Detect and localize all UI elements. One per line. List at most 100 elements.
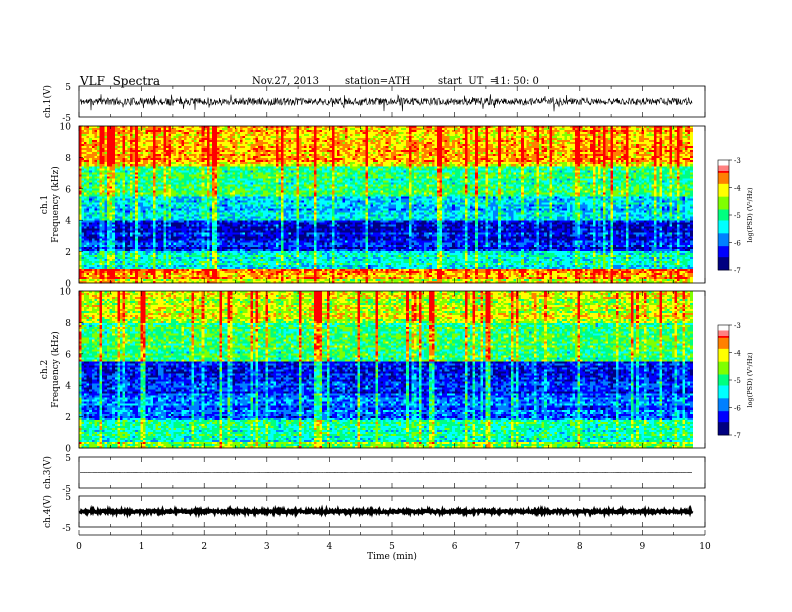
spectrogram-cell: [569, 126, 573, 129]
spectrogram-cell: [321, 142, 325, 145]
spectrogram-cell: [311, 136, 315, 139]
spectrogram-cell: [165, 142, 169, 145]
spectrogram-cell: [255, 156, 259, 159]
spectrogram-cell: [199, 160, 202, 163]
spectrogram-cell: [467, 150, 471, 153]
spectrogram-cell: [626, 150, 629, 153]
spectrogram-cell: [188, 128, 192, 131]
spectrogram-cell: [344, 144, 348, 147]
spectrogram-cell: [651, 156, 655, 159]
spectrogram-cell: [459, 140, 463, 143]
spectrogram-cell: [117, 134, 121, 137]
spectrogram-cell: [367, 130, 371, 133]
spectrogram-cell: [408, 160, 412, 163]
spectrogram-cell: [628, 154, 632, 157]
spectrogram-cell: [298, 146, 302, 149]
spectrogram-cell: [398, 146, 402, 149]
spectrogram-cell: [597, 134, 601, 137]
spectrogram-cell: [291, 136, 295, 139]
spectrogram-cell: [600, 146, 604, 149]
spectrogram-cell: [314, 132, 318, 135]
spectrogram-cell: [449, 164, 453, 167]
spectrogram-cell: [148, 160, 151, 163]
spectrogram-cell: [296, 130, 300, 133]
spectrogram-cell: [495, 142, 499, 145]
spectrogram-cell: [362, 138, 366, 141]
spectrogram-cell: [319, 154, 323, 157]
spectrogram-cell: [493, 158, 496, 161]
spectrogram-cell: [418, 162, 422, 165]
spectrogram-cell: [163, 150, 167, 153]
spectrogram-cell: [232, 132, 236, 135]
spectrogram-cell: [618, 126, 622, 129]
spectrogram-cell: [240, 140, 243, 143]
spectrogram-cell: [291, 160, 295, 163]
spectrogram-cell: [145, 126, 149, 129]
spectrogram-cell: [89, 142, 93, 145]
spectrogram-cell: [666, 150, 670, 153]
spectrogram-cell: [260, 144, 264, 147]
spectrogram-cell: [255, 132, 259, 135]
spectrogram-cell: [403, 146, 407, 149]
spectrogram-cell: [618, 138, 622, 141]
spectrogram-cell: [214, 166, 218, 169]
spectrogram-cell: [526, 130, 530, 133]
spectrogram-cell: [505, 156, 509, 159]
spectrogram-cell: [319, 164, 323, 167]
spectrogram-cell: [559, 146, 563, 149]
spectrogram-cell: [541, 148, 545, 151]
spectrogram-cell: [661, 154, 665, 157]
spectrogram-cell: [424, 152, 427, 155]
spectrogram-cell: [500, 164, 504, 167]
spectrogram-cell: [557, 156, 560, 159]
spectrogram-cell: [81, 142, 85, 145]
spectrogram-cell: [544, 164, 548, 167]
spectrogram-cell: [539, 140, 542, 143]
spectrogram-cell: [140, 158, 144, 161]
spectrogram-cell: [521, 160, 525, 163]
spectrogram-cell: [112, 130, 116, 133]
spectrogram-cell: [398, 140, 402, 143]
spectrogram-cell: [370, 158, 374, 161]
spectrogram-cell: [214, 152, 218, 155]
spectrogram-cell: [270, 162, 274, 165]
spectrogram-cell: [135, 156, 139, 159]
spectrogram-cell: [301, 138, 305, 141]
spectrogram-cell: [268, 134, 272, 137]
spectrogram-cell: [360, 146, 364, 149]
spectrogram-cell: [360, 132, 364, 135]
spectrogram-cell: [643, 160, 647, 163]
spectrogram-cell: [401, 128, 404, 131]
spectrogram-cell: [421, 152, 425, 155]
spectrogram-cell: [237, 156, 241, 159]
spectrogram-cell: [447, 126, 450, 129]
spectrogram-cell: [334, 152, 338, 155]
spectrogram-cell: [590, 160, 594, 163]
spectrogram-cell: [449, 130, 453, 133]
spectrogram-cell: [526, 144, 530, 147]
spectrogram-cell: [672, 130, 675, 133]
spectrogram-cell: [651, 158, 655, 161]
spectrogram-cell: [270, 130, 274, 133]
spectrogram-cell: [234, 164, 238, 167]
spectrogram-cell: [490, 152, 494, 155]
spectrogram-cell: [245, 150, 249, 153]
spectrogram-cell: [403, 156, 407, 159]
spectrogram-cell: [301, 158, 305, 161]
spectrogram-cell: [418, 130, 422, 133]
spectrogram-cell: [567, 128, 571, 131]
spectrogram-cell: [585, 140, 588, 143]
spectrogram-cell: [240, 162, 243, 165]
spectrogram-cell: [503, 154, 507, 157]
spectrogram-cell: [523, 164, 527, 167]
spectrogram-cell: [597, 154, 601, 157]
spectrogram-cell: [590, 146, 594, 149]
spectrogram-cell: [171, 130, 174, 133]
spectrogram-cell: [513, 140, 517, 143]
spectrogram-cell: [500, 130, 504, 133]
spectrogram-cell: [567, 130, 571, 133]
spectrogram-cell: [311, 156, 315, 159]
spectrogram-cell: [582, 140, 586, 143]
spectrogram-cell: [508, 136, 512, 139]
spectrogram-cell: [217, 142, 220, 145]
